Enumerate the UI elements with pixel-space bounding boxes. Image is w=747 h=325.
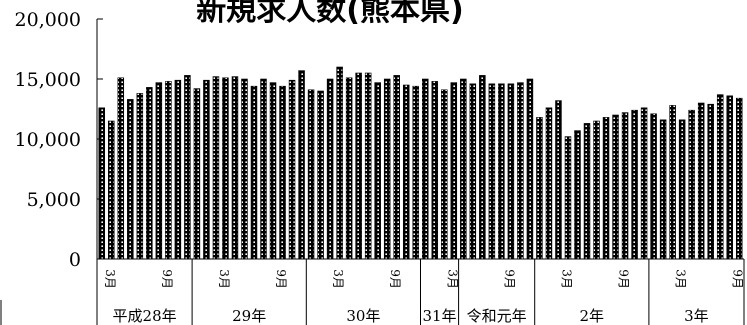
bar — [564, 136, 572, 260]
bar — [526, 78, 534, 260]
bar — [241, 78, 248, 260]
bar — [735, 97, 743, 260]
year-label: 29年 — [232, 307, 266, 325]
bar — [707, 103, 714, 260]
bar — [488, 83, 496, 260]
bar — [298, 70, 305, 260]
bar — [260, 78, 267, 260]
bar — [98, 107, 106, 260]
month-label: 9月 — [617, 269, 631, 289]
bar — [716, 94, 724, 260]
bar — [374, 82, 381, 260]
bar — [469, 83, 477, 260]
year-label: 2年 — [580, 307, 605, 325]
y-tick-label: 0 — [69, 249, 81, 271]
bar — [602, 117, 610, 260]
bar — [574, 130, 581, 260]
month-label: 9月 — [731, 269, 745, 289]
bar — [146, 87, 153, 260]
bar — [193, 88, 201, 260]
year-label: 3年 — [684, 307, 709, 325]
year-label: 30年 — [346, 307, 380, 325]
bar — [726, 95, 733, 260]
bar — [288, 79, 296, 260]
bar — [165, 81, 172, 260]
bars — [98, 66, 743, 260]
bar — [127, 99, 134, 260]
y-tick-label: 15,000 — [15, 69, 81, 91]
bar — [441, 89, 448, 260]
bar — [336, 66, 343, 260]
bar — [678, 119, 686, 260]
bar — [498, 83, 505, 260]
bar — [174, 79, 182, 260]
month-label: 3月 — [560, 269, 574, 289]
bar — [250, 85, 258, 260]
month-label: 9月 — [160, 269, 174, 289]
bar — [507, 83, 515, 260]
y-tick-label: 10,000 — [15, 129, 81, 151]
y-tick-label: 5,000 — [27, 189, 81, 211]
bar — [650, 113, 657, 260]
month-label: 9月 — [274, 269, 288, 289]
month-label: 3月 — [217, 269, 231, 289]
bar — [450, 82, 458, 260]
month-label: 3月 — [674, 269, 688, 289]
month-label: 3月 — [103, 269, 117, 289]
year-label: 31年 — [422, 307, 456, 325]
y-axis: 0 5,000 10,000 15,000 20,000 — [15, 9, 103, 271]
chart-title: 新規求人数(熊本県) — [196, 0, 463, 28]
bar — [583, 123, 591, 260]
bar — [640, 107, 648, 260]
bar — [203, 79, 210, 260]
bar — [155, 82, 163, 260]
bar — [269, 82, 277, 260]
bar — [688, 109, 695, 260]
bar — [184, 75, 191, 260]
bar — [412, 85, 419, 260]
bar — [659, 119, 667, 260]
bar — [612, 114, 619, 260]
bar — [212, 76, 220, 260]
bar — [555, 100, 562, 260]
bar — [631, 109, 638, 260]
bar — [393, 75, 400, 260]
y-tick-label: 20,000 — [15, 9, 81, 31]
bar — [545, 107, 553, 260]
bar — [222, 77, 229, 260]
bar — [345, 77, 353, 260]
year-label: 平成28年 — [113, 307, 177, 325]
bar — [136, 93, 144, 260]
month-label: 3月 — [445, 269, 459, 289]
bar — [364, 72, 372, 260]
bar — [669, 105, 676, 260]
bar — [460, 78, 467, 260]
bar — [422, 78, 429, 260]
month-label: 9月 — [388, 269, 402, 289]
bar — [117, 77, 125, 260]
bar — [355, 72, 362, 260]
bar — [431, 81, 439, 260]
bar — [593, 120, 600, 260]
bar — [317, 90, 324, 260]
bar — [517, 82, 524, 260]
bar — [307, 89, 315, 260]
bar — [697, 102, 705, 260]
month-label: 3月 — [331, 269, 345, 289]
year-label: 令和元年 — [467, 307, 527, 325]
bar — [231, 76, 239, 260]
bar — [402, 84, 410, 260]
bar — [479, 75, 486, 260]
bar — [326, 78, 334, 260]
bar — [621, 112, 629, 260]
month-label: 9月 — [502, 269, 516, 289]
bar — [108, 120, 115, 260]
bar — [536, 117, 543, 260]
bar — [383, 78, 391, 260]
bar — [279, 85, 286, 260]
